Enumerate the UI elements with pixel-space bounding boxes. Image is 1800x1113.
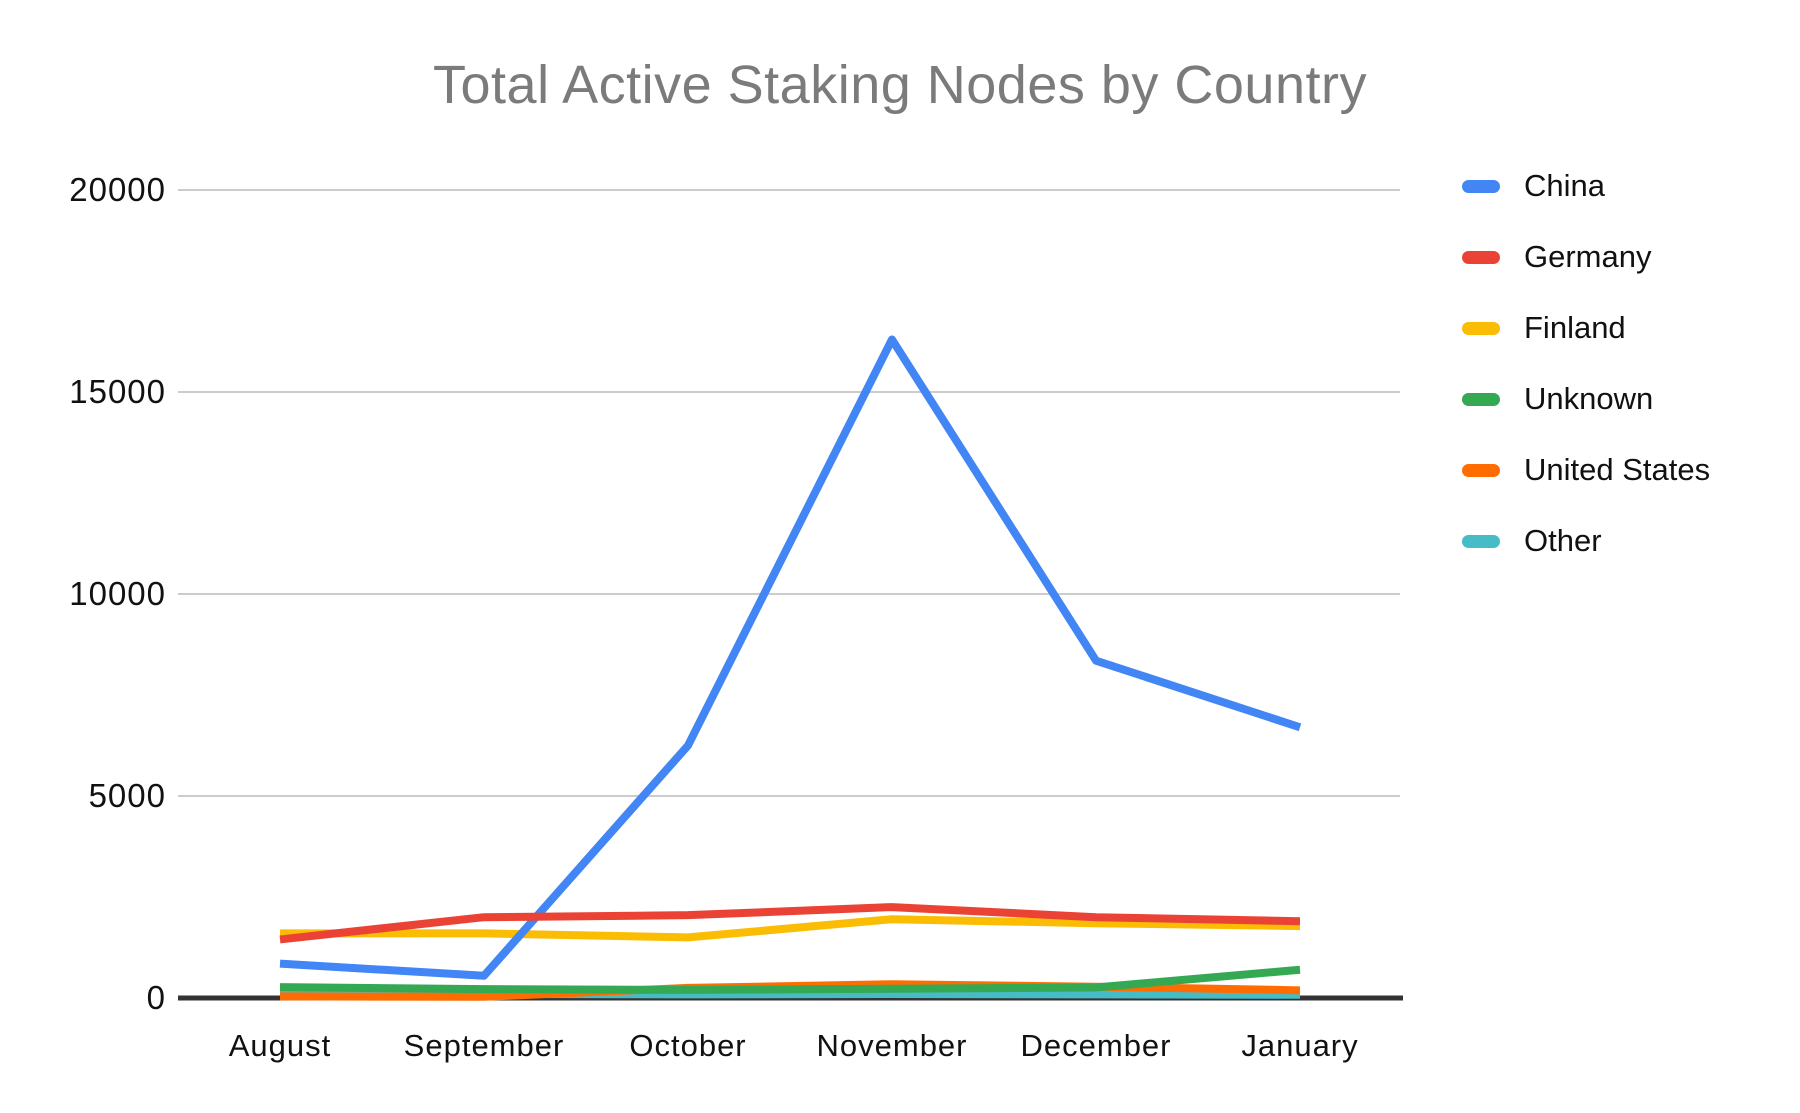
x-axis-label-december: December: [1020, 1028, 1172, 1063]
legend-item-united-states[interactable]: United States: [1462, 452, 1711, 487]
legend-item-china[interactable]: China: [1462, 168, 1710, 203]
legend: China Germany Finland Unknown United States O…: [1462, 168, 1711, 558]
y-tick-label-10000: 10000: [69, 575, 166, 612]
legend-item-finland[interactable]: Finland: [1462, 310, 1710, 345]
series-line-unknown[interactable]: [279, 965, 1301, 994]
legend-swatch-other: [1462, 534, 1500, 548]
y-tick-label-0: 0: [146, 979, 166, 1016]
legend-label-united-states: United States: [1524, 452, 1711, 487]
legend-item-germany[interactable]: Germany: [1462, 239, 1710, 274]
legend-item-other[interactable]: Other: [1462, 523, 1710, 558]
y-tick-label-5000: 5000: [88, 777, 166, 814]
series-line-china[interactable]: [279, 335, 1302, 980]
x-axis-label-october: October: [629, 1028, 747, 1063]
x-axis-label-august: August: [228, 1028, 332, 1063]
legend-swatch-unknown: [1462, 392, 1500, 406]
legend-item-unknown[interactable]: Unknown: [1462, 381, 1710, 416]
legend-swatch-germany: [1462, 250, 1500, 264]
x-axis-label-september: September: [403, 1028, 565, 1063]
x-axis-label-january: January: [1241, 1028, 1359, 1063]
legend-label-china: China: [1524, 168, 1605, 203]
legend-label-other: Other: [1524, 523, 1602, 558]
y-tick-label-20000: 20000: [69, 171, 166, 208]
chart-title: Total Active Staking Nodes by Country: [433, 55, 1367, 115]
legend-label-unknown: Unknown: [1524, 381, 1654, 416]
series-line-finland[interactable]: [280, 915, 1301, 942]
legend-swatch-finland: [1462, 321, 1500, 335]
legend-label-germany: Germany: [1524, 239, 1652, 274]
legend-swatch-united-states: [1462, 463, 1500, 477]
x-axis-label-november: November: [816, 1028, 968, 1063]
series-line-germany[interactable]: [279, 903, 1301, 944]
legend-swatch-china: [1462, 179, 1500, 193]
y-tick-label-15000: 15000: [69, 373, 166, 410]
legend-label-finland: Finland: [1524, 310, 1626, 345]
